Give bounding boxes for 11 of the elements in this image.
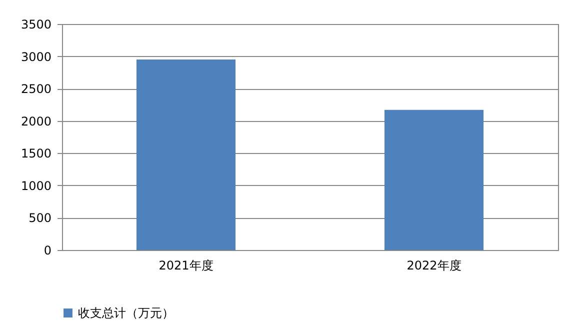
legend-label: 收支总计（万元） [78, 306, 174, 320]
y-tick-label: 2500 [20, 82, 52, 96]
x-tick-label: 2022年度 [406, 258, 462, 272]
y-tick-label: 0 [44, 244, 52, 258]
y-tick-label: 3500 [20, 18, 52, 32]
y-tick-label: 3000 [20, 50, 52, 64]
x-tick-label: 2021年度 [158, 258, 214, 272]
y-tick-label: 1500 [20, 146, 52, 161]
y-tick-label: 1000 [20, 178, 52, 193]
y-tick-label: 500 [28, 211, 52, 226]
y-tick-label: 2000 [20, 114, 52, 128]
